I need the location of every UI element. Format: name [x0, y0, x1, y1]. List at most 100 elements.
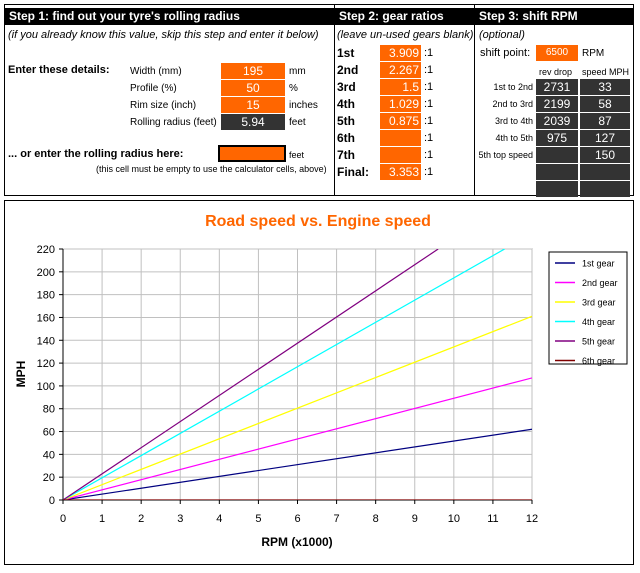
gear-ratio-input[interactable]: 1.5: [380, 79, 421, 95]
gear-label: 5th: [337, 114, 355, 128]
step3-header: Step 3: shift RPM: [475, 8, 633, 25]
shift-row-label: 5th top speed: [478, 150, 533, 160]
gear-ratio-suffix: :1: [424, 98, 434, 110]
speed-mph-cell: 33: [580, 79, 630, 95]
y-tick-label: 200: [37, 267, 55, 279]
speed-mph-cell: 127: [580, 130, 630, 146]
shift-row-label: 4th to 5th: [495, 133, 533, 143]
width-unit: mm: [289, 66, 306, 77]
gear-label: Final:: [337, 165, 369, 179]
profile-input[interactable]: 50: [221, 80, 285, 96]
shift-point-unit: RPM: [582, 48, 605, 59]
legend-entry: 6th gear: [582, 356, 615, 366]
x-tick-label: 3: [177, 513, 183, 525]
x-tick-label: 2: [138, 513, 144, 525]
or-unit: feet: [289, 150, 305, 160]
gear-ratio-input[interactable]: 0.875: [380, 113, 421, 129]
y-tick-label: 80: [43, 404, 55, 416]
rolling-radius-input[interactable]: [218, 145, 286, 162]
y-tick-label: 40: [43, 449, 55, 461]
gear-label: 6th: [337, 131, 355, 145]
rim-input[interactable]: 15: [221, 97, 285, 113]
rev-drop-cell: 2199: [536, 96, 578, 112]
x-tick-label: 12: [526, 513, 538, 525]
gear-ratio-suffix: :1: [424, 132, 434, 144]
step2-note: (leave un-used gears blank): [337, 29, 474, 41]
y-tick-label: 20: [43, 472, 55, 484]
gear-ratio-suffix: :1: [424, 64, 434, 76]
x-tick-label: 6: [294, 513, 300, 525]
gear-ratio-input[interactable]: [380, 147, 421, 163]
speed-mph-header: speed MPH: [582, 67, 630, 77]
shift-row-label: 1st to 2nd: [493, 82, 533, 92]
gear-ratio-input[interactable]: [380, 130, 421, 146]
gear-ratio-suffix: :1: [424, 115, 434, 127]
x-tick-label: 8: [373, 513, 379, 525]
speed-mph-cell: 58: [580, 96, 630, 112]
shift-point-input[interactable]: 6500: [536, 45, 578, 61]
rev-drop-cell: [536, 147, 578, 163]
y-axis-label: MPH: [14, 361, 28, 388]
gear-ratio-input[interactable]: 3.353: [380, 164, 421, 180]
rev-drop-cell: [536, 181, 578, 197]
gear-label: 3rd: [337, 80, 356, 94]
x-tick-label: 0: [60, 513, 66, 525]
series-line-1st-gear: [63, 428, 532, 500]
rim-unit: inches: [289, 100, 318, 111]
speed-mph-cell: [580, 164, 630, 180]
y-tick-label: 220: [37, 244, 55, 256]
speed-mph-cell: [580, 181, 630, 197]
rev-drop-cell: 975: [536, 130, 578, 146]
divider-2: [474, 4, 475, 196]
x-tick-label: 10: [448, 513, 460, 525]
series-line-2nd-gear: [63, 377, 532, 500]
rev-drop-cell: 2039: [536, 113, 578, 129]
shift-row-label: 3rd to 4th: [494, 116, 533, 126]
y-tick-label: 120: [37, 358, 55, 370]
chart-title: Road speed vs. Engine speed: [205, 213, 431, 230]
x-axis-label: RPM (x1000): [261, 535, 332, 549]
legend-entry: 5th gear: [582, 337, 615, 347]
rolling-radius-unit: feet: [289, 117, 306, 128]
rolling-radius-output: 5.94: [221, 114, 285, 130]
shift-row-label: 2nd to 3rd: [492, 99, 533, 109]
gear-label: 1st: [337, 46, 355, 60]
gear-label: 2nd: [337, 63, 359, 77]
x-tick-label: 11: [487, 513, 498, 525]
gear-ratio-suffix: :1: [424, 166, 434, 178]
series-line-3rd-gear: [63, 315, 532, 500]
gear-label: 7th: [337, 148, 355, 162]
shift-point-label: shift point:: [480, 47, 531, 59]
legend-entry: 2nd gear: [582, 278, 618, 288]
series-line-4th-gear: [63, 249, 505, 500]
profile-label: Profile (%): [130, 83, 177, 94]
speed-mph-cell: 87: [580, 113, 630, 129]
speed-mph-cell: 150: [580, 147, 630, 163]
rev-drop-cell: 2731: [536, 79, 578, 95]
rev-drop-cell: [536, 164, 578, 180]
y-tick-label: 0: [49, 495, 55, 507]
rim-label: Rim size (inch): [130, 100, 197, 111]
gear-ratio-input[interactable]: 2.267: [380, 62, 421, 78]
legend-entry: 3rd gear: [582, 298, 616, 308]
x-tick-label: 7: [334, 513, 340, 525]
series-line-5th-gear: [63, 249, 439, 500]
profile-unit: %: [289, 83, 298, 94]
y-tick-label: 60: [43, 427, 55, 439]
y-tick-label: 180: [37, 290, 55, 302]
gear-ratio-input[interactable]: 1.029: [380, 96, 421, 112]
step3-note: (optional): [479, 29, 525, 41]
legend-box: [548, 251, 628, 365]
gear-ratio-suffix: :1: [424, 81, 434, 93]
gear-ratio-input[interactable]: 3.909: [380, 45, 421, 61]
input-panel: [4, 4, 634, 196]
step1-note: (if you already know this value, skip th…: [8, 29, 319, 41]
width-input[interactable]: 195: [221, 63, 285, 79]
divider-1: [334, 4, 335, 196]
y-tick-label: 160: [37, 312, 55, 324]
enter-details-label: Enter these details:: [8, 64, 110, 76]
step2-header: Step 2: gear ratios: [335, 8, 474, 25]
step1-header: Step 1: find out your tyre's rolling rad…: [5, 8, 334, 25]
x-tick-label: 4: [216, 513, 222, 525]
